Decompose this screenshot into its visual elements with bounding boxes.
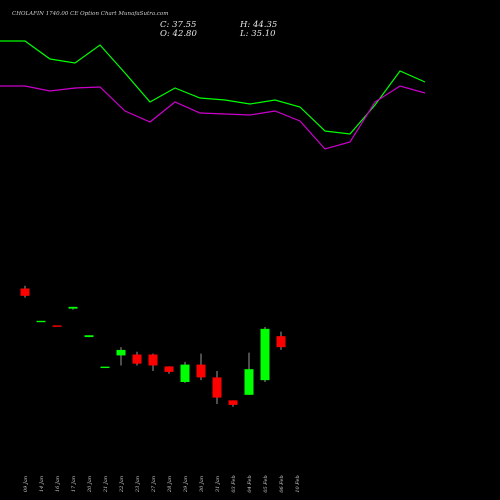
- lower-band-line: [0, 85, 426, 150]
- candle-up: [116, 349, 126, 356]
- x-tick-label: 22 Jan: [119, 476, 125, 493]
- candle-up: [52, 325, 62, 327]
- x-tick-label: 05 Feb: [263, 475, 269, 492]
- candle-down: [148, 354, 158, 366]
- x-tick-label: 10 Feb: [295, 475, 301, 492]
- candle-down: [212, 377, 222, 398]
- candles: [20, 285, 286, 407]
- candle-down: [132, 354, 142, 364]
- candle-down: [164, 366, 174, 372]
- x-tick-label: 27 Jan: [151, 476, 157, 493]
- x-tick-label: 31 Jan: [215, 476, 221, 492]
- x-tick-label: 20 Jan: [87, 476, 93, 493]
- x-axis-tick-labels: 09 Jan 14 Jan 16 Jan 17 Jan 20 Jan 21 Jan 22 J…: [23, 475, 301, 493]
- candle-up: [36, 320, 46, 323]
- open-label: O: 42.80: [160, 29, 197, 39]
- x-tick-label: 04 Feb: [247, 475, 253, 492]
- x-tick-label: 16 Jan: [55, 476, 61, 492]
- low-label: L: 35.10: [240, 29, 276, 39]
- candle-up: [260, 328, 270, 381]
- candle-down: [228, 400, 238, 405]
- x-tick-label: 23 Jan: [135, 476, 141, 493]
- x-tick-label: 17 Jan: [71, 476, 77, 492]
- candle-up: [68, 306, 78, 309]
- candle-up: [84, 335, 94, 338]
- candle-down: [276, 336, 286, 348]
- x-tick-label: 03 Feb: [231, 475, 237, 492]
- candle-up: [180, 364, 190, 382]
- x-tick-label: 30 Jan: [199, 476, 205, 492]
- candle-up: [244, 369, 254, 395]
- candle-down: [20, 288, 30, 296]
- indicator-bands: [0, 40, 426, 150]
- chart-title: CHOLAFIN 1740.00 CE Option Chart MunafaS…: [12, 11, 169, 17]
- x-tick-label: 14 Jan: [39, 476, 45, 492]
- upper-band-line: [0, 40, 426, 135]
- candle-up: [100, 366, 110, 369]
- high-label: H: 44.35: [240, 20, 278, 30]
- x-tick-label: 21 Jan: [103, 476, 109, 493]
- x-tick-label: 29 Jan: [183, 476, 189, 493]
- x-tick-label: 09 Jan: [23, 476, 29, 492]
- x-tick-label: 28 Jan: [167, 476, 173, 493]
- candle-down: [196, 364, 206, 378]
- x-tick-label: 06 Feb: [279, 475, 285, 492]
- close-label: C: 37.55: [160, 20, 197, 30]
